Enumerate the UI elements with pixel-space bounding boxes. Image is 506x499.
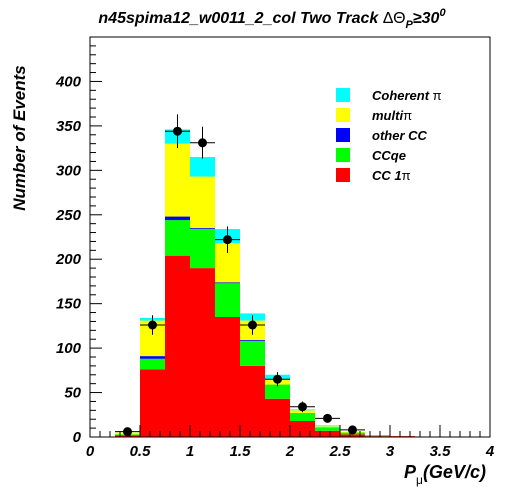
bar-segment-1-3 (190, 229, 215, 269)
x-tick-label: 3 (386, 443, 395, 460)
bar-segment-1-6 (265, 384, 290, 399)
data-point-1 (140, 315, 165, 335)
y-tick-label: 400 (55, 73, 82, 90)
y-tick-label: 300 (56, 162, 82, 179)
legend-label: CC 1π (372, 168, 411, 183)
x-tick-label: 1.5 (230, 443, 252, 460)
bar-segment-0-5 (240, 365, 265, 437)
bar-segment-0-8 (315, 430, 340, 437)
x-tick-label: 0.5 (130, 443, 152, 460)
y-tick-label: 150 (56, 296, 82, 313)
chart-title-symbol: ΔΘ (383, 10, 406, 27)
bar-segment-2-1 (140, 356, 165, 359)
x-tick-label: 2 (285, 443, 295, 460)
bar-segment-0-6 (265, 398, 290, 437)
x-axis-label: Pμ(GeV/c) (404, 462, 486, 487)
legend-item-1: multiπ (336, 108, 412, 123)
chart-title-sup: 0 (439, 7, 446, 19)
bar-segment-0-3 (190, 268, 215, 437)
bar-segment-0-1 (140, 369, 165, 437)
bar-segment-1-4 (215, 283, 240, 317)
bar-segment-1-10 (365, 435, 390, 437)
bar-segment-2-4 (215, 282, 240, 284)
legend-item-0: Coherent π (336, 88, 442, 103)
legend-swatch (336, 128, 350, 142)
x-tick-label: 4 (485, 443, 495, 460)
x-tick-label: 0 (86, 443, 95, 460)
data-point-6 (265, 372, 290, 387)
data-point-5 (240, 315, 265, 335)
y-tick-label: 250 (55, 207, 82, 224)
bar-segment-2-5 (240, 340, 265, 341)
legend-swatch (336, 148, 350, 162)
bar-segment-0-9 (340, 434, 365, 437)
data-point-7 (290, 401, 315, 413)
data-point-3 (190, 126, 215, 159)
bar-segment-1-1 (140, 358, 165, 370)
legend: Coherent π multiπ other CC CCqe CC 1π (336, 88, 442, 183)
bar-segment-1-7 (290, 413, 315, 421)
legend-item-4: CC 1π (336, 168, 411, 183)
bar-segment-1-8 (315, 427, 340, 431)
bar-segment-4-8 (315, 425, 340, 427)
y-tick-label: 350 (56, 118, 82, 135)
bar-segment-0-7 (290, 421, 315, 437)
bar-segment-2-2 (165, 216, 190, 221)
legend-swatch (336, 108, 350, 122)
y-tick-label: 100 (56, 340, 82, 357)
legend-item-3: CCqe (336, 148, 406, 163)
bar-segment-3-8 (315, 426, 340, 428)
bar-segment-3-2 (165, 143, 190, 217)
stacked-bars (115, 129, 415, 437)
x-axis-label-unit: (GeV/c) (423, 462, 486, 482)
y-tick-label: 0 (73, 429, 82, 446)
bar-segment-2-3 (190, 228, 215, 229)
data-point-2 (165, 114, 190, 149)
legend-label: other CC (372, 128, 428, 143)
chart-title-rel: ≥30 (413, 10, 440, 27)
bar-segment-0-4 (215, 317, 240, 437)
x-tick-label: 1 (186, 443, 194, 460)
bar-segment-1-2 (165, 220, 190, 256)
chart-title-main: n45spima12_w0011_2_col Two Track (98, 10, 382, 27)
data-point-8 (315, 413, 340, 423)
bar-segment-0-2 (165, 255, 190, 437)
y-tick-label: 50 (64, 385, 81, 402)
x-tick-label: 2.5 (329, 443, 352, 460)
axes: 0 0.5 1 1.5 2 2.5 3 3.5 4 0 50 100 150 200 250 300 350 40… (55, 36, 495, 460)
legend-item-2: other CC (336, 128, 428, 143)
x-axis-label-sub: μ (416, 473, 423, 487)
bar-segment-4-3 (190, 157, 215, 177)
legend-label: multiπ (372, 108, 412, 123)
chart-title: n45spima12_w0011_2_col Two Track ΔΘP≥300 (98, 7, 446, 31)
y-tick-label: 200 (55, 251, 82, 268)
legend-swatch (336, 88, 350, 102)
x-axis-label-main: P (404, 462, 417, 482)
legend-label: Coherent π (372, 88, 442, 103)
legend-label: CCqe (372, 148, 406, 163)
bar-segment-3-3 (190, 176, 215, 229)
data-points (115, 114, 365, 437)
data-point-4 (215, 226, 240, 253)
x-tick-label: 3.5 (430, 443, 452, 460)
bar-segment-1-5 (240, 341, 265, 366)
y-axis-label: Number of Events (10, 65, 29, 210)
legend-swatch (336, 168, 350, 182)
chart-title-sub: P (406, 19, 414, 31)
